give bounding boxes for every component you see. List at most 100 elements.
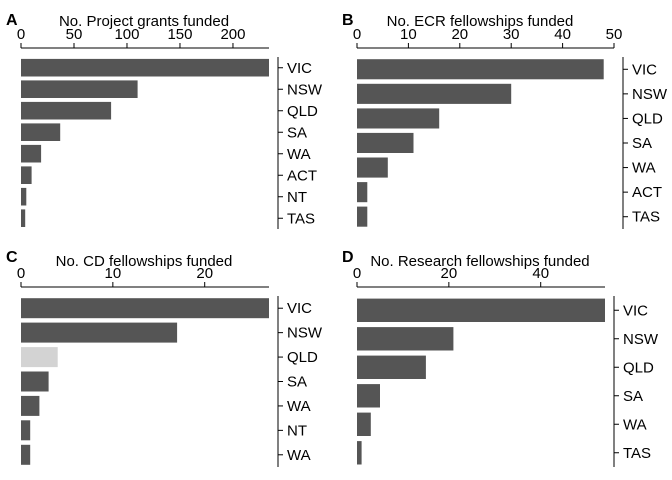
panel-d-category-label-sa: SA xyxy=(623,388,643,405)
panel-a-category-label-qld: QLD xyxy=(287,103,318,120)
panel-b-title: No. ECR fellowships funded xyxy=(387,13,574,30)
panel-a-bar-act xyxy=(21,166,32,184)
panel-d-bar-sa xyxy=(357,384,380,408)
panel-c-x-tick-label: 0 xyxy=(17,265,25,282)
panel-a: A No. Project grants funded 0 50 100 150 200… xyxy=(6,12,323,229)
panel-d-category-label-tas: TAS xyxy=(623,445,651,462)
panel-c-bar-nt xyxy=(21,420,31,441)
panel-b-axes xyxy=(357,47,628,229)
panel-a-title: No. Project grants funded xyxy=(59,13,229,30)
panel-d-bar-tas xyxy=(357,441,362,465)
panel-b-bar-vic xyxy=(357,59,604,80)
panel-a-category-label-nt: NT xyxy=(287,189,307,206)
panel-c: C No. CD fellowships funded 0 10 20 VIC NSW… xyxy=(6,249,323,467)
panel-a-bar-vic xyxy=(21,58,269,77)
panel-b-category-label-qld: QLD xyxy=(632,110,663,127)
panel-c-x-tick-label: 20 xyxy=(196,265,213,282)
panel-c-bar-vic xyxy=(21,298,269,319)
panel-b: B No. ECR fellowships funded 0 10 20 30 40 50… xyxy=(342,12,668,229)
panel-c-letter: C xyxy=(6,249,18,266)
panel-b-x-tick-label: 50 xyxy=(606,26,623,43)
panel-a-x-tick-label: 100 xyxy=(114,26,139,43)
panel-a-axes xyxy=(21,47,283,229)
panel-d-x-tick-label: 0 xyxy=(353,265,361,282)
panel-c-category-label-sa: SA xyxy=(287,374,307,391)
panel-b-x-tick-label: 40 xyxy=(554,26,571,43)
panel-a-x-tick-label: 150 xyxy=(167,26,192,43)
panel-a-bar-nt xyxy=(21,187,27,206)
panel-a-bar-sa xyxy=(21,123,61,141)
panel-d-ticks: 0 20 40 xyxy=(353,265,549,287)
panel-b-bar-tas xyxy=(357,206,368,227)
panel-c-bar-nsw xyxy=(21,322,178,343)
panel-b-x-tick-label: 30 xyxy=(503,26,520,43)
panel-d-categories: VIC NSW QLD SA WA TAS xyxy=(623,302,659,462)
panel-b-category-label-nsw: NSW xyxy=(632,86,668,103)
panel-b-category-label-act: ACT xyxy=(632,184,662,201)
panel-d: D No. Research fellowships funded 0 20 40 … xyxy=(342,249,659,467)
panel-b-bar-act xyxy=(357,182,368,203)
panel-b-x-tick-label: 20 xyxy=(451,26,468,43)
panel-c-category-label-wa: WA xyxy=(287,447,311,464)
panel-a-letter: A xyxy=(6,12,18,29)
panel-b-category-label-vic: VIC xyxy=(632,61,657,78)
panel-c-bar-sa xyxy=(21,371,49,392)
panel-b-bar-wa xyxy=(357,157,388,178)
panel-b-category-label-sa: SA xyxy=(632,135,652,152)
panel-a-bar-wa xyxy=(21,144,42,163)
panel-a-category-label-nsw: NSW xyxy=(287,81,323,98)
panel-a-x-tick-label: 0 xyxy=(17,26,25,43)
panel-b-letter: B xyxy=(342,12,354,29)
panel-d-letter: D xyxy=(342,249,354,266)
panel-c-x-tick-label: 10 xyxy=(105,265,122,282)
panel-a-category-label-sa: SA xyxy=(287,124,307,141)
panel-b-x-tick-label: 10 xyxy=(400,26,417,43)
panel-d-category-label-wa: WA xyxy=(623,416,647,433)
panel-c-categories: VIC NSW QLD SA WA NT WA xyxy=(287,300,323,464)
panel-c-bar-wa xyxy=(21,444,31,465)
panel-b-x-tick-label: 0 xyxy=(353,26,361,43)
panel-c-bar-wa xyxy=(21,395,40,416)
panel-c-category-label-wa: WA xyxy=(287,398,311,415)
panel-a-categories: VIC NSW QLD SA WA ACT NT TAS xyxy=(287,60,323,228)
panel-d-category-label-vic: VIC xyxy=(623,302,648,319)
panel-d-bar-nsw xyxy=(357,327,454,351)
panel-c-bars xyxy=(21,298,269,465)
panel-b-category-label-tas: TAS xyxy=(632,209,660,226)
panel-a-bars xyxy=(21,58,269,227)
panel-d-bars xyxy=(357,298,605,465)
panel-d-x-tick-label: 20 xyxy=(441,265,458,282)
panel-a-category-label-wa: WA xyxy=(287,146,311,163)
panel-a-bar-nsw xyxy=(21,80,138,98)
panel-a-category-label-tas: TAS xyxy=(287,210,315,227)
panel-a-category-label-act: ACT xyxy=(287,167,317,184)
panel-b-category-label-wa: WA xyxy=(632,160,656,177)
panel-a-category-label-vic: VIC xyxy=(287,60,312,77)
panel-c-axes xyxy=(21,286,283,467)
panel-c-category-label-nt: NT xyxy=(287,422,307,439)
panel-d-category-label-nsw: NSW xyxy=(623,331,659,348)
panel-c-category-label-nsw: NSW xyxy=(287,325,323,342)
panel-c-title: No. CD fellowships funded xyxy=(56,253,233,270)
panel-c-bar-qld xyxy=(21,347,58,368)
panel-d-x-tick-label: 40 xyxy=(532,265,549,282)
panel-a-x-tick-label: 50 xyxy=(66,26,83,43)
panel-c-category-label-vic: VIC xyxy=(287,300,312,317)
panel-b-bars xyxy=(357,59,604,227)
panel-b-bar-nsw xyxy=(357,83,512,104)
panel-a-bar-qld xyxy=(21,101,112,120)
panel-b-bar-sa xyxy=(357,132,414,153)
panel-b-categories: VIC NSW QLD SA WA ACT TAS xyxy=(632,61,668,225)
panel-d-bar-wa xyxy=(357,412,371,436)
panel-c-ticks: 0 10 20 xyxy=(17,265,213,287)
panel-a-x-tick-label: 200 xyxy=(220,26,245,43)
panel-d-bar-vic xyxy=(357,298,605,322)
panel-d-bar-qld xyxy=(357,355,426,379)
panel-a-bar-tas xyxy=(21,209,26,227)
panel-b-bar-qld xyxy=(357,108,440,129)
panel-d-category-label-qld: QLD xyxy=(623,359,654,376)
panel-c-category-label-qld: QLD xyxy=(287,349,318,366)
panel-b-ticks: 0 10 20 30 40 50 xyxy=(353,26,623,48)
panel-d-title: No. Research fellowships funded xyxy=(370,253,589,270)
